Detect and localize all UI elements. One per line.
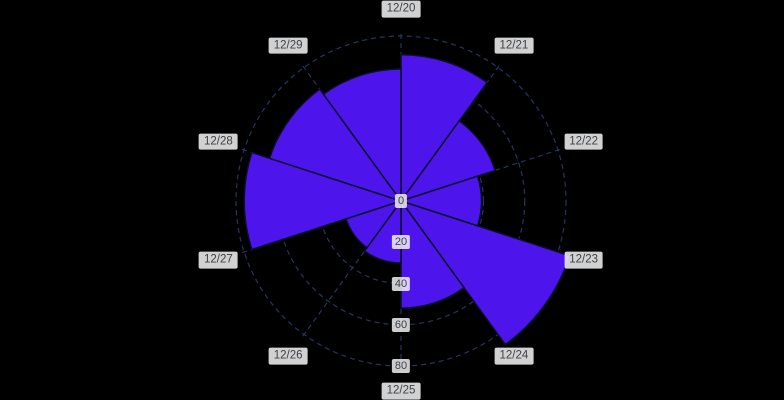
angle-label-12-22: 12/22	[564, 133, 603, 150]
wedge-12-29[interactable]	[322, 68, 402, 204]
wedge-12-21[interactable]	[399, 119, 497, 203]
radial-tick-label-60: 60	[391, 317, 411, 332]
angle-label-12-27: 12/27	[199, 252, 238, 269]
wedge-12-28[interactable]	[268, 88, 403, 203]
angle-label-12-23: 12/23	[564, 252, 603, 269]
wedge-12-20[interactable]	[400, 53, 489, 204]
angle-label-12-21: 12/21	[494, 37, 534, 54]
radial-tick-label-40: 40	[391, 276, 411, 291]
angle-label-12-24: 12/24	[494, 348, 534, 365]
angle-label-12-26: 12/26	[268, 348, 308, 365]
angle-label-12-29: 12/29	[268, 37, 308, 54]
wedge-12-24[interactable]	[400, 198, 466, 310]
radial-tick-label-0: 0	[394, 193, 408, 209]
angle-label-12-20: 12/20	[381, 0, 421, 18]
radial-tick-label-80: 80	[391, 358, 411, 374]
radial-tick-label-20: 20	[391, 235, 411, 250]
angle-label-12-25: 12/25	[381, 382, 421, 400]
wedge-12-27[interactable]	[243, 151, 404, 251]
angle-label-12-28: 12/28	[199, 133, 238, 150]
